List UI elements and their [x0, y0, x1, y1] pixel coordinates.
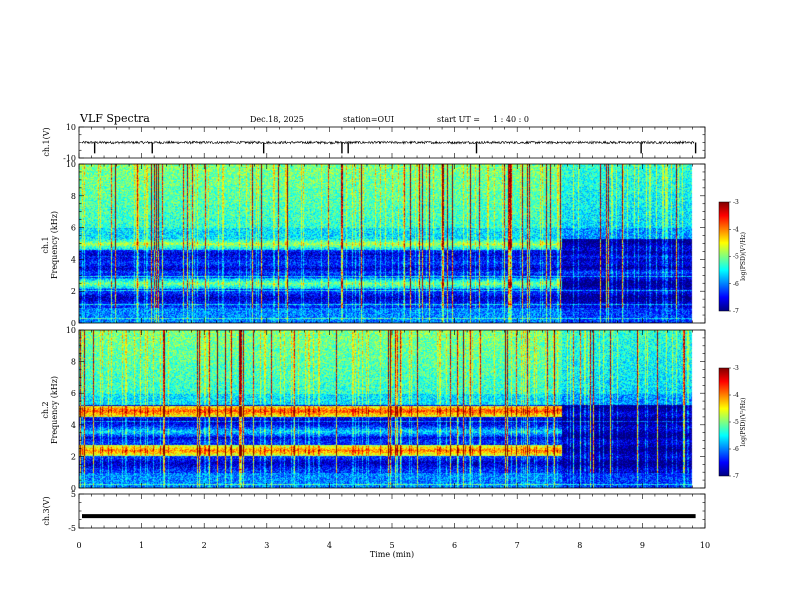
- ch2-spectrogram-ytick-label: 2: [71, 452, 76, 461]
- colorbar-tick-label: -7: [733, 473, 739, 480]
- ch1-spectrogram-ylabel-top: ch.1: [41, 236, 50, 253]
- ch2-spectrogram-ytick-label: 4: [71, 421, 76, 430]
- x-tick-label: 2: [202, 541, 207, 550]
- start-ut-value: 1 : 40 : 0: [493, 115, 529, 124]
- ch2-spectrogram-ytick-label: 6: [71, 389, 76, 398]
- x-tick-label: 8: [577, 541, 582, 550]
- ch1-spectrogram-heatmap-canvas: [79, 164, 705, 323]
- colorbar-tick-label: -3: [733, 199, 739, 206]
- ch1-ytick-label: 10: [66, 123, 76, 132]
- x-tick-label: 9: [640, 541, 645, 550]
- x-tick-label: 6: [452, 541, 457, 550]
- x-tick-label: 0: [76, 541, 81, 550]
- ch2-spectrogram-colorbar: [718, 367, 730, 477]
- ch2-spectrogram-ylabel: Frequency (kHz): [50, 376, 59, 444]
- ch1-spectrogram-ytick-label: 0: [71, 319, 76, 328]
- ch1-spectrogram-ytick-label: 4: [71, 255, 76, 264]
- colorbar-tick-label: -5: [733, 419, 739, 426]
- ch2-spectrogram-ytick-label: 10: [66, 326, 76, 335]
- colorbar-tick-label: -6: [733, 281, 739, 288]
- ch1-spectrogram-colorbar-label: log(PSD)(V²/Hz): [740, 232, 747, 281]
- x-tick-label: 1: [139, 541, 144, 550]
- x-tick-label: 10: [700, 541, 710, 550]
- ch2-spectrogram-ytick-label: 8: [71, 358, 76, 367]
- colorbar-tick-label: -5: [733, 254, 739, 261]
- figure-title: VLF Spectra: [79, 112, 150, 125]
- x-tick-label: 3: [264, 541, 269, 550]
- colorbar-tick-label: -3: [733, 365, 739, 372]
- ch3-ytick-label: -5: [68, 524, 76, 533]
- x-tick-label: 4: [327, 541, 332, 550]
- ch1-waveform-ylabel: ch.1(V): [42, 127, 51, 156]
- ch1-spectrogram-ylabel: Frequency (kHz): [50, 211, 59, 279]
- ch2-spectrogram-heatmap-canvas: [79, 330, 705, 488]
- ch2-spectrogram-ytick-label: 0: [71, 484, 76, 493]
- date-label: Dec.18, 2025: [250, 115, 304, 124]
- ch1-spectrogram-ytick-label: 10: [66, 160, 76, 169]
- panel-frame: [78, 493, 706, 529]
- x-tick-label: 5: [389, 541, 394, 550]
- colorbar-tick-label: -4: [733, 392, 739, 399]
- ch1-spectrogram-ytick-label: 8: [71, 192, 76, 201]
- ch1-spectrogram-ytick-label: 6: [71, 224, 76, 233]
- start-ut-label: start UT =: [437, 115, 480, 124]
- ch2-spectrogram-ylabel-top: ch.2: [41, 401, 50, 418]
- ch1-waveform-trace: [81, 140, 695, 145]
- ch2-spectrogram-heatmap: [79, 330, 705, 488]
- x-tick-label: 7: [515, 541, 520, 550]
- ch3-ytick-label: 5: [71, 490, 76, 499]
- ch1-spectrogram-colorbar: [718, 201, 730, 312]
- ch1-spectrogram-ytick-label: 2: [71, 287, 76, 296]
- colorbar-tick-label: -7: [733, 308, 739, 315]
- ch1-ytick-label: -10: [63, 154, 76, 163]
- ch2-spectrogram-colorbar-label: log(PSD)(V²/Hz): [740, 398, 747, 447]
- ch1-spectrogram-heatmap: [79, 164, 705, 323]
- ch3-waveform-ylabel: ch.3(V): [42, 496, 51, 525]
- colorbar-tick-label: -4: [733, 226, 739, 233]
- station-label: station=OUI: [343, 115, 394, 124]
- x-axis-label: Time (min): [370, 550, 414, 559]
- colorbar-tick-label: -6: [733, 446, 739, 453]
